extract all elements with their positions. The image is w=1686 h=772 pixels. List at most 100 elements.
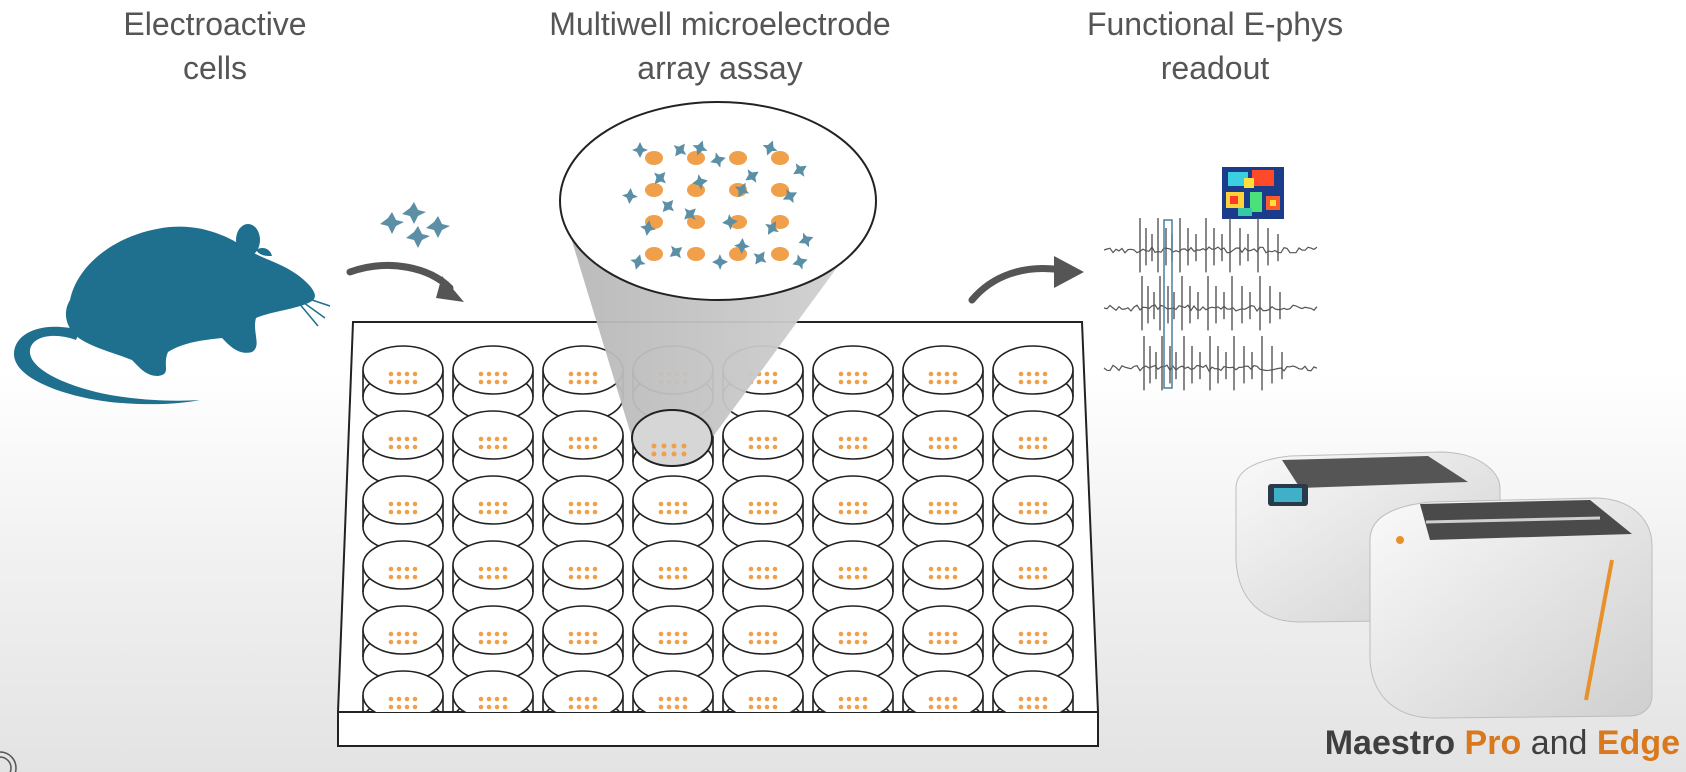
electrode-dot <box>666 639 672 645</box>
electrode-dot <box>936 509 942 515</box>
electrode-dot <box>494 501 500 507</box>
neuron-cell <box>793 163 807 177</box>
well <box>362 410 444 487</box>
electrode-dot <box>486 501 492 507</box>
electrode-dot <box>584 436 590 442</box>
electrode-dot <box>486 639 492 645</box>
electrode-dot <box>936 574 942 580</box>
electrode-dot <box>1026 509 1032 515</box>
electrode-dot <box>748 501 754 507</box>
electrode-dot <box>944 631 950 637</box>
electrode-dot <box>674 631 680 637</box>
electrode-dot <box>388 631 394 637</box>
electrode-dot <box>412 436 418 442</box>
electrode-dot <box>1042 566 1048 572</box>
electrode-dot <box>862 631 868 637</box>
well <box>902 670 984 712</box>
well <box>722 475 804 552</box>
electrode-dot <box>584 444 590 450</box>
electrode-dot <box>592 501 598 507</box>
electrode-dot <box>764 566 770 572</box>
electrode-dot <box>404 444 410 450</box>
electrode-dot <box>764 444 770 450</box>
well <box>992 410 1074 487</box>
electrode-dot <box>502 371 508 377</box>
electrode-dot <box>756 509 762 515</box>
electrode-dot <box>846 704 852 710</box>
electrode-dot <box>854 371 860 377</box>
electrode-dot <box>1026 696 1032 702</box>
electrode-dot <box>494 371 500 377</box>
electrode-dot <box>862 379 868 385</box>
electrode-dot <box>396 639 402 645</box>
electrode-dot <box>396 704 402 710</box>
electrode-dot <box>478 509 484 515</box>
electrode-dot <box>584 631 590 637</box>
electrode-dot <box>944 436 950 442</box>
well <box>902 605 984 682</box>
electrode-dot <box>854 574 860 580</box>
electrode-dot <box>854 509 860 515</box>
well <box>452 475 534 552</box>
electrode-dot <box>1026 436 1032 442</box>
electrode-dot <box>568 696 574 702</box>
title-electroactive-cells: Electroactive cells <box>95 2 335 90</box>
electrode-dot <box>944 566 950 572</box>
electrode-dot <box>838 639 844 645</box>
electrode-dot <box>584 371 590 377</box>
well <box>362 540 444 617</box>
electrode-dot <box>682 509 688 515</box>
neuron-cell <box>692 174 708 190</box>
electrode-dot <box>838 704 844 710</box>
electrode-dot <box>1034 436 1040 442</box>
electrode-dot <box>952 379 958 385</box>
electrode-dot <box>486 444 492 450</box>
electrode-dot <box>1026 371 1032 377</box>
electrode-dot <box>682 501 688 507</box>
electrode-dot <box>404 639 410 645</box>
curved-arrow-icon <box>968 264 1066 304</box>
electrode-dot <box>592 574 598 580</box>
neuron-cell <box>661 199 675 213</box>
electrode-dot <box>486 704 492 710</box>
electrode-dot <box>936 501 942 507</box>
electrode-dot <box>396 379 402 385</box>
electrode-dot <box>494 574 500 580</box>
neuron-cell <box>734 182 750 198</box>
electrode-dot <box>772 379 778 385</box>
spike-trace <box>1103 304 1318 313</box>
electrode-dot <box>772 696 778 702</box>
electrode-dot <box>862 696 868 702</box>
electrode-dot <box>396 574 402 580</box>
electrode-dot <box>846 501 852 507</box>
electrode-dot <box>928 509 934 515</box>
neuron-cell <box>630 254 646 270</box>
electrode-dot <box>1026 704 1032 710</box>
electrode-dot <box>862 639 868 645</box>
neuron-cell <box>622 188 638 204</box>
electrode-dot <box>944 639 950 645</box>
electrode-dot <box>412 639 418 645</box>
electrode-dot <box>502 379 508 385</box>
electrode-dot <box>404 696 410 702</box>
electrode-dot <box>478 444 484 450</box>
electrode-dot <box>478 566 484 572</box>
plate-base <box>337 711 1099 747</box>
electrode-dot <box>412 566 418 572</box>
electrode-dot <box>1026 379 1032 385</box>
zoom-target-dots <box>651 443 687 457</box>
electrode-dot <box>1034 574 1040 580</box>
electrode-dot <box>838 696 844 702</box>
electrode-dot <box>388 436 394 442</box>
electrode-dot <box>936 444 942 450</box>
electrode-dot <box>952 631 958 637</box>
electrode-dot <box>388 574 394 580</box>
electrode-dot <box>576 631 582 637</box>
electrode-dot <box>682 639 688 645</box>
electrode-dot <box>748 631 754 637</box>
electrode-dot <box>486 436 492 442</box>
electrode-dot <box>682 631 688 637</box>
electrode-dot <box>568 436 574 442</box>
electrode-dot <box>674 704 680 710</box>
electrode-dot <box>928 444 934 450</box>
